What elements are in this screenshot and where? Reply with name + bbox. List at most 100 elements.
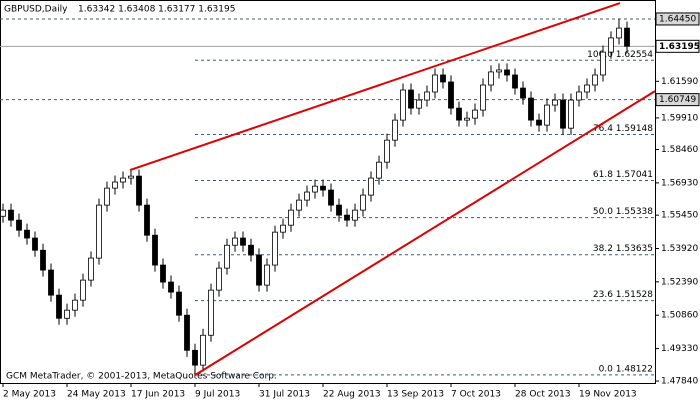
plot-frame xyxy=(0,0,656,384)
fibo-label: 50.0 1.55338 xyxy=(593,207,653,217)
candle-body xyxy=(536,119,542,126)
candle-body xyxy=(16,219,22,231)
candle-body xyxy=(128,175,134,179)
quote: 1.63342 1.63408 1.63177 1.63195 xyxy=(78,5,235,15)
candle-body xyxy=(104,187,110,206)
candle-body xyxy=(592,74,598,86)
candle-body xyxy=(392,119,398,141)
candle-body xyxy=(328,189,334,206)
candle-body xyxy=(464,117,470,121)
y-tick-label: 1.59910 xyxy=(661,113,698,123)
price-label: 1.63195 xyxy=(659,42,700,52)
x-tick-label: 13 Sep 2013 xyxy=(387,390,444,400)
candle-body xyxy=(8,209,14,221)
candle-body xyxy=(616,27,622,39)
price-label: 1.64450 xyxy=(659,14,696,24)
candle-body xyxy=(424,91,430,101)
candle-body xyxy=(304,191,310,201)
candle-body xyxy=(64,309,70,319)
x-tick-label: 22 Aug 2013 xyxy=(323,390,381,400)
y-tick-label: 1.61590 xyxy=(661,77,698,87)
candle-body xyxy=(384,139,390,163)
candle-body xyxy=(200,334,206,366)
candle-body xyxy=(504,69,510,76)
candle-body xyxy=(32,237,38,251)
candle-body xyxy=(432,74,438,93)
candle-body xyxy=(144,204,150,236)
candle-body xyxy=(360,194,366,211)
y-tick-label: 1.55450 xyxy=(661,211,698,221)
candle-body xyxy=(256,254,262,286)
candle-body xyxy=(488,71,494,86)
candle-body xyxy=(0,209,6,217)
candle-body xyxy=(224,244,230,269)
candle-body xyxy=(24,229,30,239)
candle-body xyxy=(448,81,454,109)
x-tick-label: 28 Oct 2013 xyxy=(515,390,571,400)
x-tick-label: 7 Oct 2013 xyxy=(451,390,501,400)
candle-body xyxy=(168,281,174,293)
candle-body xyxy=(352,209,358,221)
y-tick-label: 1.50860 xyxy=(661,311,698,321)
candle-body xyxy=(288,209,294,226)
fibo-label: 0.0 1.48122 xyxy=(599,364,653,374)
fibo-label: 100.0 1.62554 xyxy=(587,50,653,60)
candle-body xyxy=(416,99,422,109)
candle-body xyxy=(280,224,286,233)
candle-body xyxy=(336,204,342,216)
y-tick-label: 1.53920 xyxy=(661,244,698,254)
candle-body xyxy=(568,99,574,129)
price-label: 1.60749 xyxy=(659,95,696,105)
candle-body xyxy=(344,214,350,221)
candle-body xyxy=(136,175,142,206)
candle-body xyxy=(376,161,382,179)
price-box xyxy=(655,93,700,107)
candle-body xyxy=(216,267,222,291)
candle-body xyxy=(240,237,246,246)
candle-body xyxy=(528,97,534,121)
candle-body xyxy=(248,244,254,256)
candle-body xyxy=(184,314,190,351)
candle-body xyxy=(624,27,630,47)
fibo-label: 76.4 1.59148 xyxy=(593,124,653,134)
x-tick-label: 17 Jun 2013 xyxy=(131,390,185,400)
candle-body xyxy=(272,231,278,266)
candle-body xyxy=(408,89,414,109)
candle-body xyxy=(72,299,78,311)
candle-body xyxy=(232,237,238,246)
candle-body xyxy=(160,264,166,283)
candle-body xyxy=(440,74,446,83)
x-tick-label: 31 Jul 2013 xyxy=(259,390,310,400)
candle-body xyxy=(88,257,94,281)
x-tick-label: 9 Jul 2013 xyxy=(195,390,240,400)
candle-body xyxy=(208,289,214,336)
candle-body xyxy=(96,204,102,259)
candle-body xyxy=(480,84,486,111)
candle-body xyxy=(560,99,566,129)
trend-line xyxy=(129,2,621,171)
price-box xyxy=(655,12,700,26)
candle-body xyxy=(552,99,558,106)
y-tick-label: 1.56930 xyxy=(661,178,698,188)
x-tick-label: 19 Nov 2013 xyxy=(579,390,637,400)
y-tick-label: 1.49330 xyxy=(661,344,698,354)
trend-line xyxy=(194,90,656,377)
y-tick-label: 1.47840 xyxy=(661,377,698,387)
fibo-label: 61.8 1.57041 xyxy=(593,170,653,180)
candle-body xyxy=(296,199,302,211)
candle-body xyxy=(264,264,270,286)
candle-body xyxy=(456,107,462,121)
candle-body xyxy=(368,177,374,196)
fibo-label: 23.6 1.51528 xyxy=(593,290,653,300)
candle-body xyxy=(520,87,526,99)
candle-body xyxy=(576,91,582,101)
candle-body xyxy=(80,279,86,301)
candle-body xyxy=(312,185,318,193)
x-tick-label: 2 May 2013 xyxy=(3,390,56,400)
candle-body xyxy=(400,89,406,121)
candle-body xyxy=(112,181,118,189)
footer: GCM MetaTrader, © 2001-2013, MetaQuotes … xyxy=(6,372,277,382)
candle-body xyxy=(40,249,46,271)
candle-body xyxy=(512,74,518,89)
